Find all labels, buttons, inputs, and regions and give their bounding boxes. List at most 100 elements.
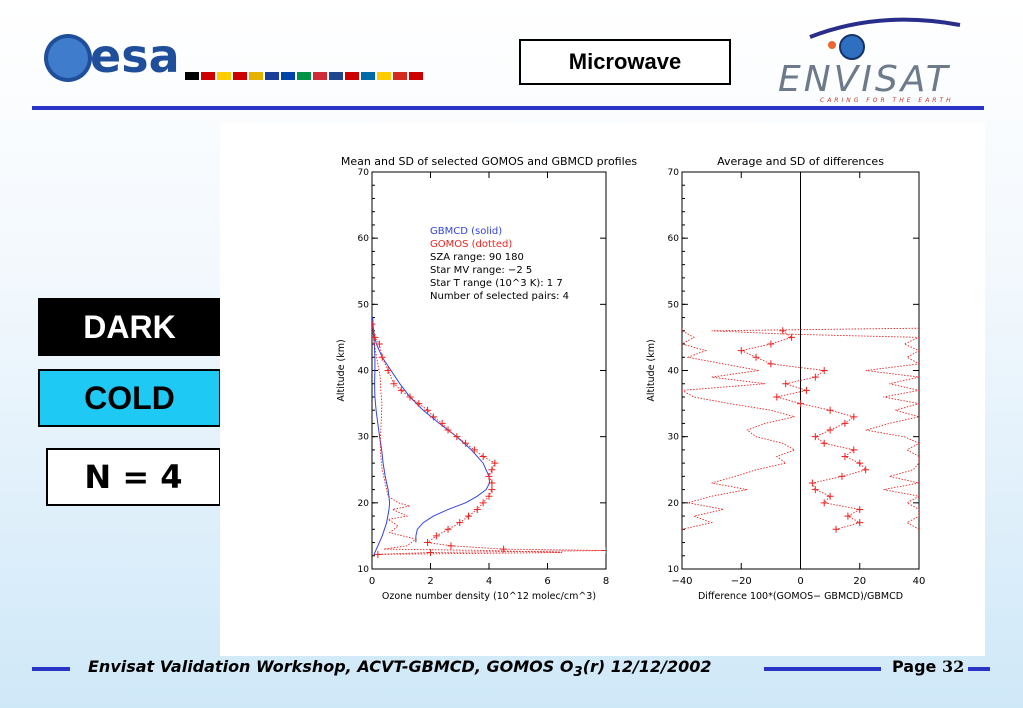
chart-title: Average and SD of differences bbox=[717, 155, 884, 168]
data-point-marker bbox=[429, 413, 437, 421]
data-point-marker bbox=[432, 532, 440, 540]
legend-info-line: Star T range (10^3 K): 1 7 bbox=[430, 278, 563, 289]
data-point-marker bbox=[788, 333, 796, 341]
series-line-2 bbox=[711, 327, 919, 530]
data-point-marker bbox=[444, 426, 452, 434]
legend-entry: GOMOS (dotted) bbox=[430, 239, 512, 250]
series-line-4 bbox=[372, 324, 563, 555]
series-line-1 bbox=[739, 330, 867, 530]
chart-title: Mean and SD of selected GOMOS and GBMCD … bbox=[341, 155, 638, 168]
data-point-marker bbox=[832, 525, 840, 533]
data-point-marker bbox=[488, 466, 496, 474]
footer-rule-right bbox=[968, 667, 990, 671]
data-point-marker bbox=[850, 446, 858, 454]
data-point-marker bbox=[811, 433, 819, 441]
plots-svg: Mean and SD of selected GOMOS and GBMCD … bbox=[336, 155, 925, 602]
data-point-marker bbox=[826, 492, 834, 500]
data-point-marker bbox=[465, 512, 473, 520]
y-tick-label: 10 bbox=[668, 565, 680, 575]
tag-cold: COLD bbox=[38, 369, 221, 427]
footer: Envisat Validation Workshop, ACVT-GBMCD,… bbox=[0, 652, 1023, 686]
data-point-marker bbox=[384, 367, 392, 374]
flag-strip bbox=[185, 72, 423, 80]
data-point-marker bbox=[397, 386, 405, 394]
data-point-marker bbox=[797, 400, 804, 408]
y-tick-label: 70 bbox=[358, 168, 370, 178]
y-tick-label: 30 bbox=[358, 433, 370, 443]
x-tick-label: 4 bbox=[486, 576, 492, 587]
data-point-marker bbox=[500, 545, 508, 553]
chart-2: Average and SD of differences −40 −20 0 20 40… bbox=[646, 155, 925, 602]
data-point-marker bbox=[808, 479, 816, 487]
x-tick-label: 8 bbox=[603, 576, 609, 587]
data-point-marker bbox=[375, 340, 383, 348]
data-point-marker bbox=[479, 499, 487, 507]
data-point-marker bbox=[470, 446, 478, 454]
x-tick-label: 40 bbox=[913, 576, 926, 587]
x-tick-label: 0 bbox=[369, 576, 375, 587]
data-point-marker bbox=[820, 367, 828, 374]
x-axis-label: Ozone number density (10^12 molec/cm^3) bbox=[382, 591, 596, 602]
data-point-marker bbox=[447, 542, 455, 550]
data-point-marker bbox=[844, 512, 852, 520]
data-point-marker bbox=[473, 505, 481, 513]
x-tick-label: 6 bbox=[544, 576, 550, 587]
y-tick-label: 20 bbox=[358, 499, 370, 509]
data-point-marker bbox=[488, 479, 496, 487]
page-number: 32 bbox=[941, 657, 965, 676]
data-point-marker bbox=[838, 472, 846, 480]
series-line-3 bbox=[372, 324, 606, 555]
y-tick-label: 60 bbox=[358, 234, 370, 244]
data-point-marker bbox=[427, 548, 434, 556]
data-point-marker bbox=[491, 459, 499, 467]
data-point-marker bbox=[767, 340, 775, 348]
data-point-marker bbox=[415, 400, 423, 408]
envisat-swoosh bbox=[809, 17, 961, 39]
footer-rule-left bbox=[32, 667, 70, 671]
data-point-marker bbox=[372, 320, 376, 328]
header-rule bbox=[32, 106, 984, 110]
chart-1: Mean and SD of selected GOMOS and GBMCD … bbox=[336, 155, 637, 602]
data-point-marker bbox=[841, 453, 849, 461]
data-point-marker bbox=[811, 373, 819, 381]
y-axis-label: Altitude (km) bbox=[646, 339, 657, 401]
x-tick-label: −20 bbox=[731, 576, 752, 587]
x-tick-label: 20 bbox=[853, 576, 866, 587]
data-point-marker bbox=[372, 333, 379, 341]
esa-logo: esa bbox=[44, 29, 423, 83]
series-line-1 bbox=[372, 317, 491, 543]
series-line-3 bbox=[682, 328, 796, 530]
y-tick-label: 40 bbox=[358, 367, 370, 377]
footer-rule-middle bbox=[764, 667, 881, 671]
data-point-marker bbox=[462, 439, 470, 447]
data-point-marker bbox=[811, 486, 819, 494]
tag-count: N = 4 bbox=[46, 448, 221, 506]
y-tick-label: 10 bbox=[358, 565, 370, 575]
legend-info-line: Number of selected pairs: 4 bbox=[430, 291, 569, 302]
y-tick-label: 50 bbox=[668, 300, 680, 310]
data-point-marker bbox=[602, 546, 606, 554]
envisat-logo: ENVISAT CARING FOR THE EARTH bbox=[778, 17, 961, 104]
legend-entry: GBMCD (solid) bbox=[430, 226, 502, 237]
section-label-box: Microwave bbox=[519, 39, 731, 85]
data-point-marker bbox=[424, 539, 432, 547]
data-point-marker bbox=[737, 347, 745, 355]
plot-panel: Mean and SD of selected GOMOS and GBMCD … bbox=[220, 123, 985, 656]
orbit-dot-icon bbox=[828, 41, 836, 49]
data-point-marker bbox=[850, 413, 858, 421]
esa-wordmark: esa bbox=[90, 29, 180, 83]
data-point-marker bbox=[488, 486, 496, 494]
section-label: Microwave bbox=[568, 49, 682, 74]
footer-title: Envisat Validation Workshop, ACVT-GBMCD,… bbox=[88, 657, 712, 681]
x-tick-label: 0 bbox=[797, 576, 803, 587]
y-tick-label: 70 bbox=[668, 168, 680, 178]
data-point-marker bbox=[479, 453, 487, 461]
x-tick-label: 2 bbox=[427, 576, 433, 587]
x-tick-label: −40 bbox=[671, 576, 692, 587]
data-point-marker bbox=[856, 505, 864, 513]
data-point-marker bbox=[453, 433, 461, 441]
data-point-marker bbox=[406, 393, 414, 401]
data-point-marker bbox=[773, 393, 781, 401]
data-point-marker bbox=[424, 406, 432, 414]
y-tick-label: 60 bbox=[668, 234, 680, 244]
